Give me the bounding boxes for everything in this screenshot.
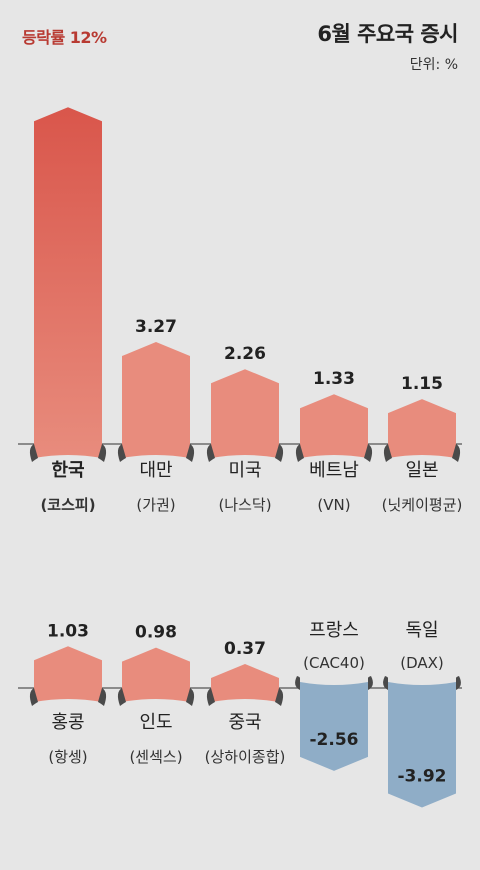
- category-label: 대만: [139, 460, 172, 481]
- data-label: -2.56: [310, 730, 359, 750]
- chart-title: 6월 주요국 증시: [317, 22, 458, 46]
- bar-curl: [383, 676, 388, 690]
- data-label: 0.98: [135, 623, 177, 643]
- category-sublabel: (닛케이평균): [382, 496, 463, 514]
- bar-curl: [364, 444, 373, 462]
- category-sublabel: (나스닥): [218, 496, 271, 514]
- bar-curl: [452, 444, 461, 462]
- data-label: 0.37: [224, 639, 266, 659]
- bar-1: [122, 342, 190, 458]
- category-label: 중국: [228, 712, 261, 733]
- category-sublabel: (상하이종합): [205, 748, 286, 766]
- category-label: 인도: [139, 712, 172, 733]
- bar-0: [34, 107, 102, 458]
- bar-4: [388, 399, 456, 458]
- bar-curl: [368, 676, 373, 690]
- category-sublabel: (CAC40): [303, 654, 365, 672]
- category-sublabel: (코스피): [40, 496, 95, 514]
- category-sublabel: (VN): [317, 496, 350, 514]
- bar-curl: [275, 444, 284, 462]
- data-label: 1.15: [401, 374, 443, 394]
- bar-curl: [186, 444, 195, 462]
- unit-label: 단위: %: [409, 57, 458, 73]
- data-label: 2.26: [224, 344, 266, 364]
- category-sublabel: (가권): [136, 496, 175, 514]
- bar-curl: [98, 688, 107, 706]
- value-label: 등락률 12%: [22, 28, 107, 47]
- bar-curl: [117, 444, 126, 462]
- bar-curl: [206, 444, 215, 462]
- category-label: 홍콩: [51, 712, 84, 733]
- category-label: 한국: [51, 460, 84, 481]
- bar-curl: [98, 444, 107, 462]
- bar-curl: [206, 688, 215, 706]
- bar-curl: [275, 688, 284, 706]
- bar-6: [122, 647, 190, 702]
- category-label: 베트남: [309, 460, 359, 481]
- bar-curl: [383, 444, 392, 462]
- bar-curl: [186, 688, 195, 706]
- bar-curl: [29, 688, 38, 706]
- category-sublabel: (항셍): [48, 748, 87, 766]
- bar-curl: [295, 444, 304, 462]
- category-label: 프랑스: [309, 620, 359, 641]
- bar-curl: [295, 676, 300, 690]
- data-label: 1.33: [313, 369, 355, 389]
- category-sublabel: (DAX): [400, 654, 444, 672]
- bar-curl: [29, 444, 38, 462]
- bar-9: [388, 682, 456, 808]
- category-label: 미국: [228, 460, 261, 481]
- bar-5: [34, 646, 102, 702]
- bar-curl: [456, 676, 461, 690]
- bar-2: [211, 369, 279, 458]
- bar-3: [300, 394, 368, 458]
- data-label: 3.27: [135, 317, 177, 337]
- bar-7: [211, 664, 279, 702]
- data-label: -3.92: [398, 766, 447, 786]
- category-sublabel: (센섹스): [129, 748, 182, 766]
- category-label: 일본: [405, 460, 438, 481]
- bar-curl: [117, 688, 126, 706]
- bar-8: [300, 682, 368, 771]
- data-label: 1.03: [47, 621, 89, 641]
- category-label: 독일: [405, 620, 438, 641]
